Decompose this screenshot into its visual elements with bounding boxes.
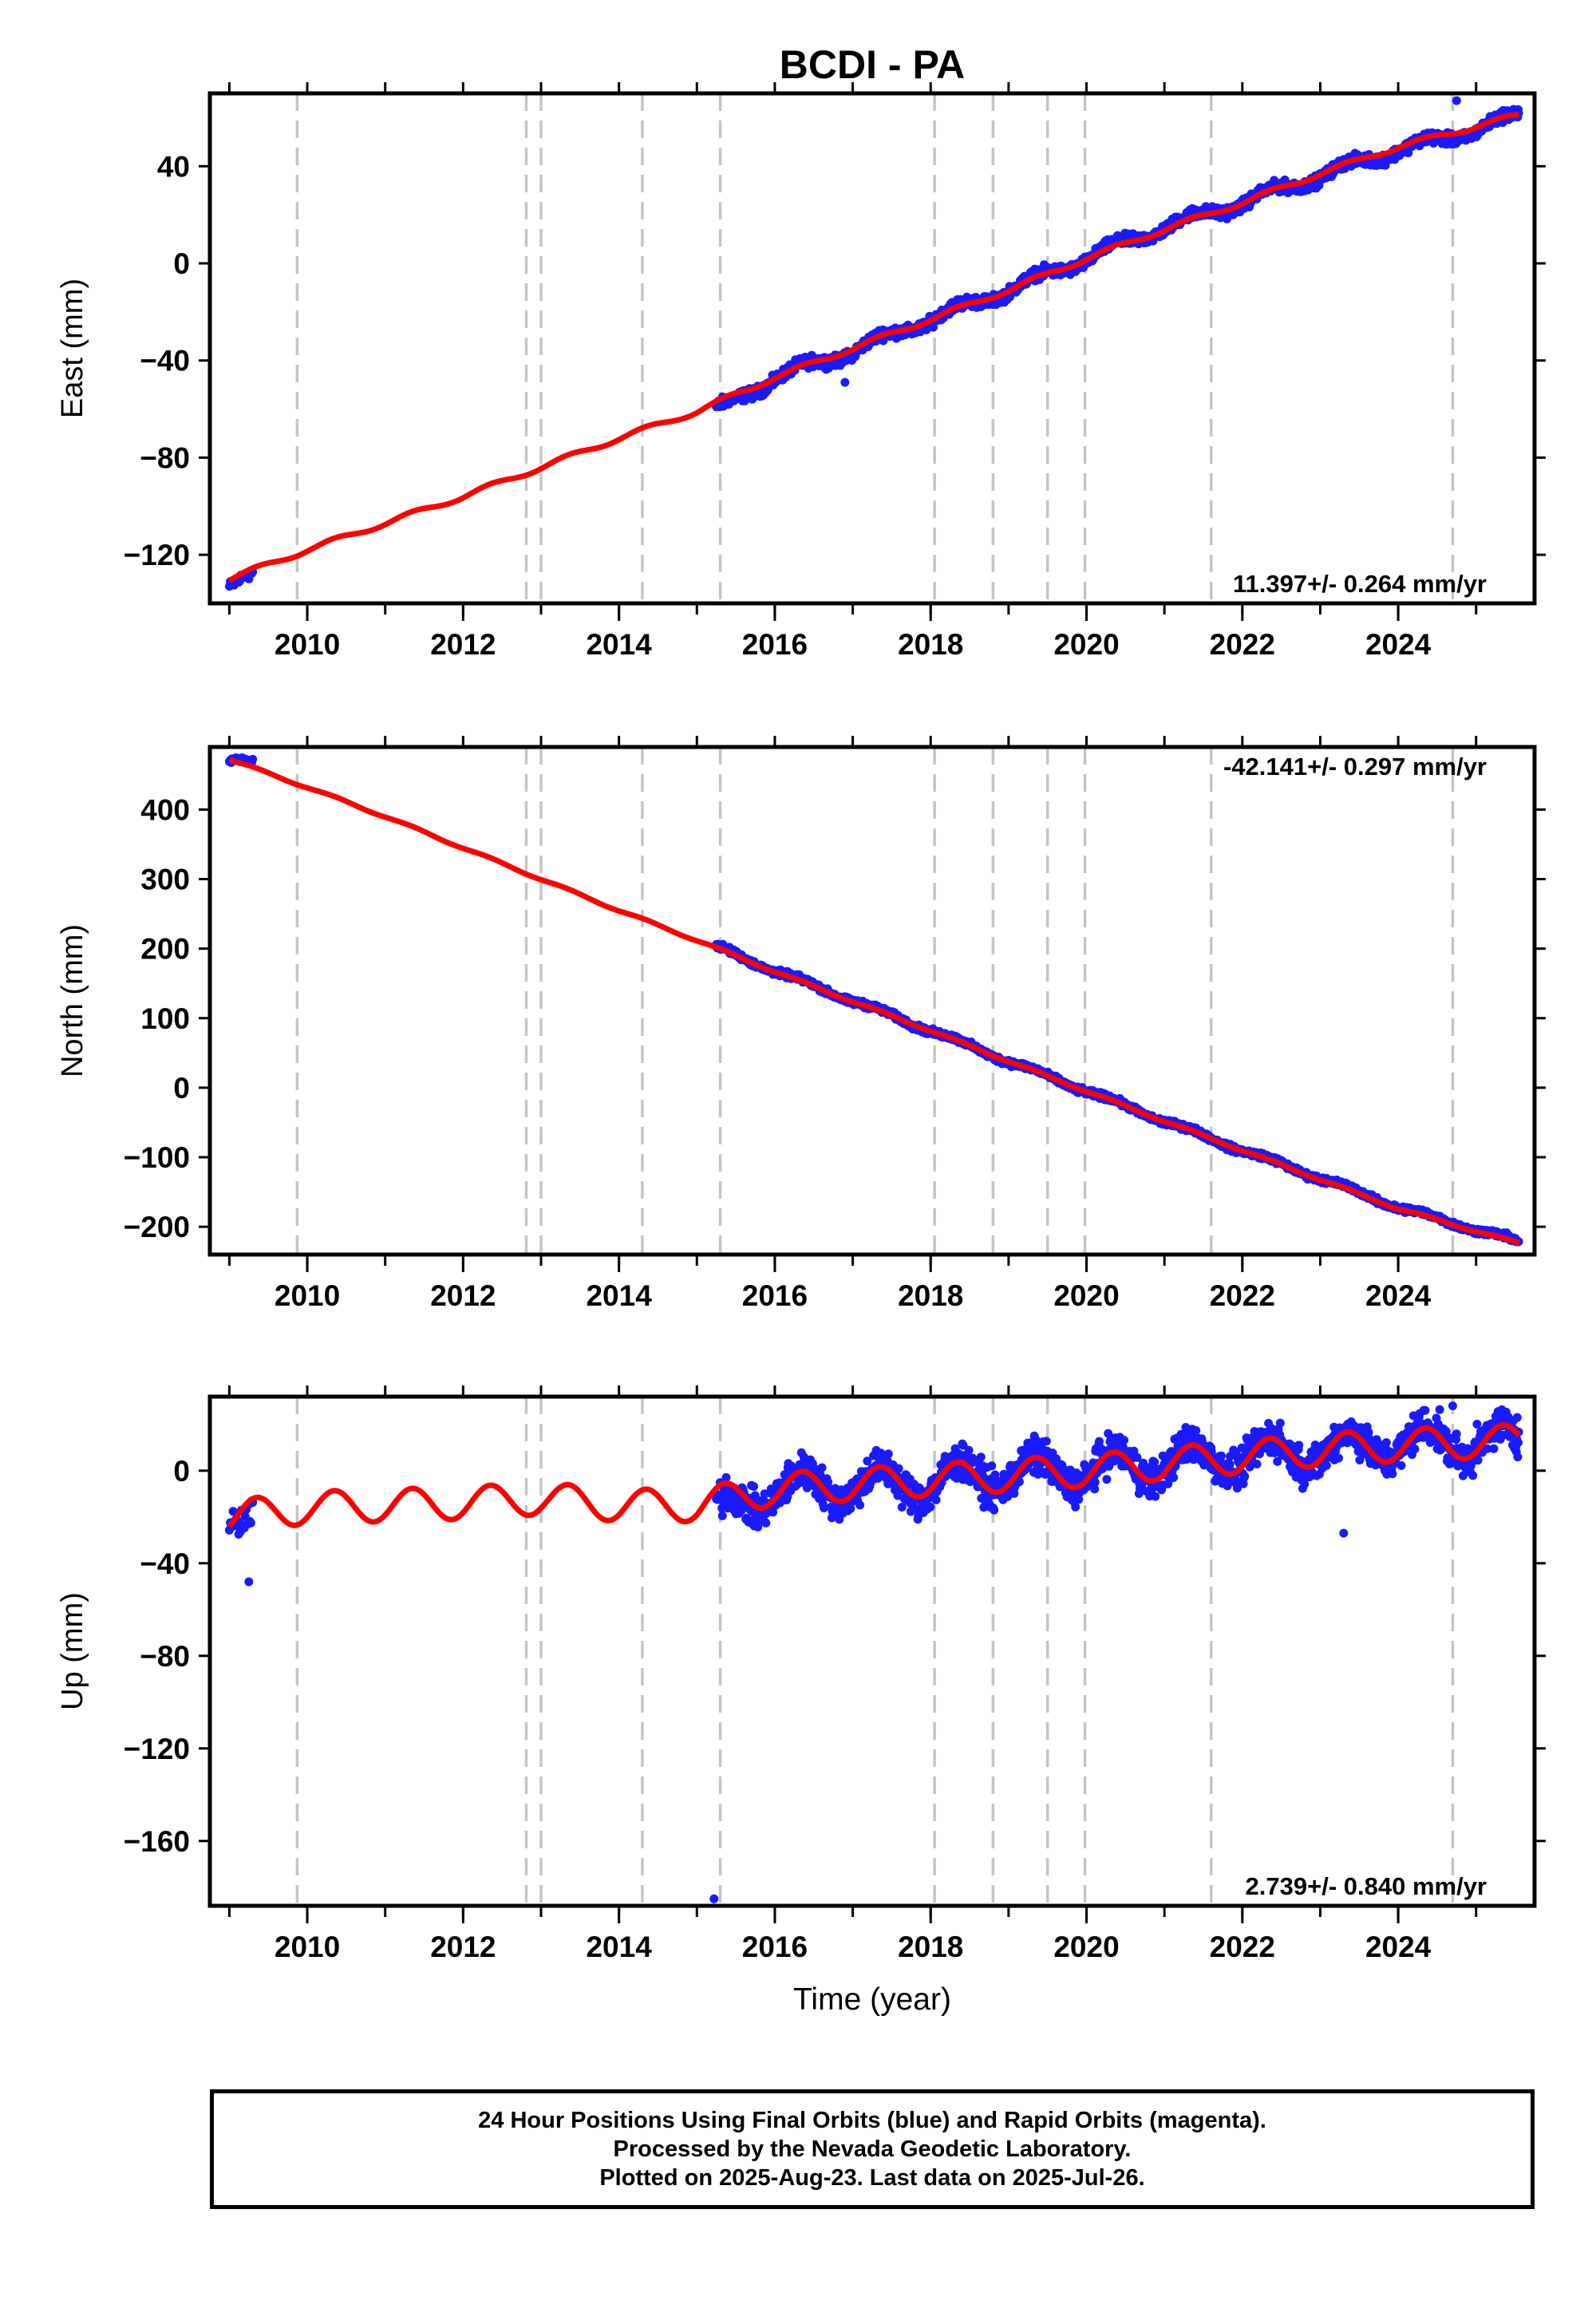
data-point <box>1041 1437 1051 1446</box>
outlier-point <box>840 377 850 387</box>
x-tick-label: 2010 <box>275 628 340 661</box>
data-point <box>761 1518 771 1528</box>
data-point <box>1120 1436 1129 1445</box>
x-tick-label: 2022 <box>1210 628 1275 661</box>
data-point <box>964 1445 974 1455</box>
x-tick-label: 2016 <box>742 628 808 661</box>
chart-title: BCDI - PA <box>780 42 965 87</box>
data-point <box>894 1464 903 1473</box>
x-tick-label: 2010 <box>275 1279 340 1312</box>
data-point <box>1334 1453 1343 1463</box>
velocity-rate-label: 11.397+/- 0.264 mm/yr <box>1233 570 1487 598</box>
panel-up: 2010 2012 2014 2016 2018 2020 2022 20240−40−80−… <box>56 1385 1546 1963</box>
x-tick-label: 2012 <box>430 628 496 661</box>
data-point <box>926 1502 935 1512</box>
data-point <box>987 1461 997 1471</box>
x-tick-label: 2014 <box>586 628 652 661</box>
x-tick-label: 2020 <box>1053 628 1119 661</box>
y-tick-label: −200 <box>124 1211 190 1243</box>
y-tick-label: 0 <box>173 247 190 280</box>
data-point <box>976 1452 986 1462</box>
data-point <box>1095 1437 1104 1446</box>
panel-east: 2010 2012 2014 2016 2018 2020 2022 2024 40 0 −40 −8… <box>56 82 1546 661</box>
y-tick-label: 300 <box>140 864 190 896</box>
y-tick-label: −100 <box>124 1141 190 1174</box>
x-tick-label: 2022 <box>1210 1279 1275 1312</box>
data-point <box>749 1482 759 1492</box>
y-tick-label: 0 <box>173 1072 190 1105</box>
x-tick-label: 2024 <box>1365 628 1432 661</box>
x-tick-label: 2016 <box>742 1279 808 1312</box>
data-point <box>1169 1472 1179 1482</box>
y-tick-label: 100 <box>140 1002 190 1035</box>
observation-points <box>224 1401 1523 1903</box>
y-axis-label: East (mm) <box>56 279 89 418</box>
data-point <box>1150 1457 1159 1467</box>
y-tick-label: 200 <box>140 933 190 966</box>
data-point <box>1071 1502 1080 1512</box>
panel-frame <box>207 91 1537 606</box>
data-point <box>1294 1441 1304 1450</box>
data-point <box>1252 1460 1262 1468</box>
data-point <box>1102 1475 1112 1484</box>
data-point <box>1090 1477 1100 1487</box>
data-point <box>1321 1460 1331 1470</box>
data-point <box>1364 1428 1373 1437</box>
data-point <box>990 1505 999 1515</box>
data-point <box>1225 1460 1235 1469</box>
data-point <box>1240 1472 1250 1481</box>
data-point <box>717 1511 727 1520</box>
model-fit-line <box>227 111 1521 583</box>
x-tick-label: 2024 <box>1365 1279 1432 1312</box>
x-tick-label: 2014 <box>586 1279 652 1312</box>
velocity-rate-label: -42.141+/- 0.297 mm/yr <box>1223 753 1487 781</box>
y-tick-label: 400 <box>140 793 190 826</box>
y-tick-label: 40 <box>157 150 190 183</box>
data-point <box>817 1463 827 1472</box>
x-tick-label: 2018 <box>898 628 963 661</box>
panel-north: 2010 2012 2014 2016 2018 2020 2022 2024 400 300 20… <box>56 736 1546 1312</box>
data-point <box>931 1495 941 1504</box>
data-point <box>246 1518 255 1528</box>
y-tick-label: −120 <box>124 539 190 571</box>
data-point <box>883 1449 893 1459</box>
y-tick-label: −80 <box>140 441 190 474</box>
data-point <box>1275 1418 1285 1428</box>
x-tick-label: 2018 <box>898 1279 963 1312</box>
x-tick-label: 2012 <box>430 1279 496 1312</box>
outlier-point <box>1452 96 1461 105</box>
data-point <box>1191 1426 1201 1435</box>
data-point <box>1217 1451 1226 1460</box>
data-point <box>1151 1492 1160 1501</box>
data-point <box>855 1500 865 1510</box>
y-axis-label: North (mm) <box>56 924 89 1077</box>
y-tick-label: −40 <box>140 345 190 377</box>
data-point <box>248 754 258 764</box>
x-tick-label: 2020 <box>1053 1279 1119 1312</box>
